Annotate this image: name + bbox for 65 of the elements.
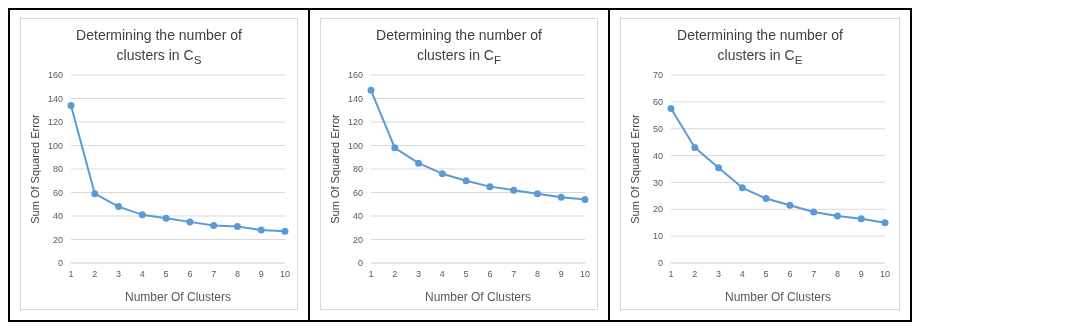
x-tick-label: 4 xyxy=(139,269,145,280)
x-tick-label: 3 xyxy=(116,269,122,280)
y-tick-label: 120 xyxy=(47,117,63,128)
y-tick-label: 100 xyxy=(347,140,363,151)
y-tick-label: 40 xyxy=(52,211,63,222)
x-tick-label: 2 xyxy=(392,269,398,280)
y-tick-label: 100 xyxy=(47,140,63,151)
y-tick-label: 20 xyxy=(352,234,363,245)
y-tick-label: 140 xyxy=(47,93,63,104)
x-tick-label: 1 xyxy=(668,269,674,280)
y-tick-label: 60 xyxy=(352,187,363,198)
x-tick-label: 7 xyxy=(811,269,817,280)
y-tick-label: 140 xyxy=(347,93,363,104)
x-tick-label: 5 xyxy=(463,269,469,280)
y-tick-label: 0 xyxy=(357,258,363,269)
x-tick-label: 1 xyxy=(68,269,74,280)
x-tick-label: 9 xyxy=(558,269,564,280)
x-tick-label: 6 xyxy=(787,269,793,280)
y-tick-label: 0 xyxy=(657,258,663,269)
x-axis-title: Number Of Clusters xyxy=(724,290,832,304)
x-tick-label: 4 xyxy=(439,269,445,280)
y-tick-label: 80 xyxy=(352,164,363,175)
x-tick-label: 8 xyxy=(534,269,540,280)
y-tick-label: 70 xyxy=(652,70,663,81)
x-tick-label: 3 xyxy=(716,269,722,280)
y-tick-label: 80 xyxy=(52,164,63,175)
x-tick-label: 5 xyxy=(163,269,169,280)
x-axis-title: Number Of Clusters xyxy=(424,290,532,304)
y-tick-label: 20 xyxy=(652,204,663,215)
x-tick-label: 4 xyxy=(739,269,745,280)
y-axis-title: Sum Of Squared Error xyxy=(28,113,41,224)
y-tick-label: 40 xyxy=(652,150,663,161)
x-tick-label: 7 xyxy=(511,269,517,280)
y-tick-label: 0 xyxy=(57,258,63,269)
y-tick-label: 10 xyxy=(652,231,663,242)
y-tick-label: 20 xyxy=(52,234,63,245)
x-tick-label: 9 xyxy=(258,269,264,280)
y-tick-label: 40 xyxy=(352,211,363,222)
x-tick-label: 8 xyxy=(834,269,840,280)
x-tick-label: 6 xyxy=(187,269,193,280)
x-tick-label: 8 xyxy=(234,269,240,280)
x-tick-label: 10 xyxy=(879,269,891,280)
x-axis-title: Number Of Clusters xyxy=(124,290,232,304)
chart-title: Determining the number of clusters in C$_{E}$ xyxy=(676,26,844,67)
y-tick-label: 60 xyxy=(652,97,663,108)
chart-title: Determining the number of clusters in C$_{F}$ xyxy=(375,26,543,67)
x-tick-label: 9 xyxy=(858,269,864,280)
y-tick-label: 160 xyxy=(347,70,363,81)
y-tick-label: 60 xyxy=(52,187,63,198)
x-tick-label: 10 xyxy=(579,269,591,280)
y-axis-title: Sum Of Squared Error xyxy=(328,113,341,224)
x-tick-label: 2 xyxy=(692,269,698,280)
x-tick-label: 5 xyxy=(763,269,769,280)
x-tick-label: 7 xyxy=(211,269,217,280)
y-tick-label: 30 xyxy=(652,177,663,188)
x-tick-label: 6 xyxy=(487,269,493,280)
x-tick-label: 3 xyxy=(416,269,422,280)
y-axis-title: Sum Of Squared Error xyxy=(628,113,641,224)
chart-title: Determining the number of clusters in C$_{S}$ xyxy=(75,26,243,67)
x-tick-label: 10 xyxy=(279,269,291,280)
x-tick-label: 1 xyxy=(368,269,374,280)
y-tick-label: 120 xyxy=(347,117,363,128)
y-tick-label: 160 xyxy=(47,70,63,81)
x-tick-label: 2 xyxy=(92,269,98,280)
y-tick-label: 50 xyxy=(652,123,663,134)
